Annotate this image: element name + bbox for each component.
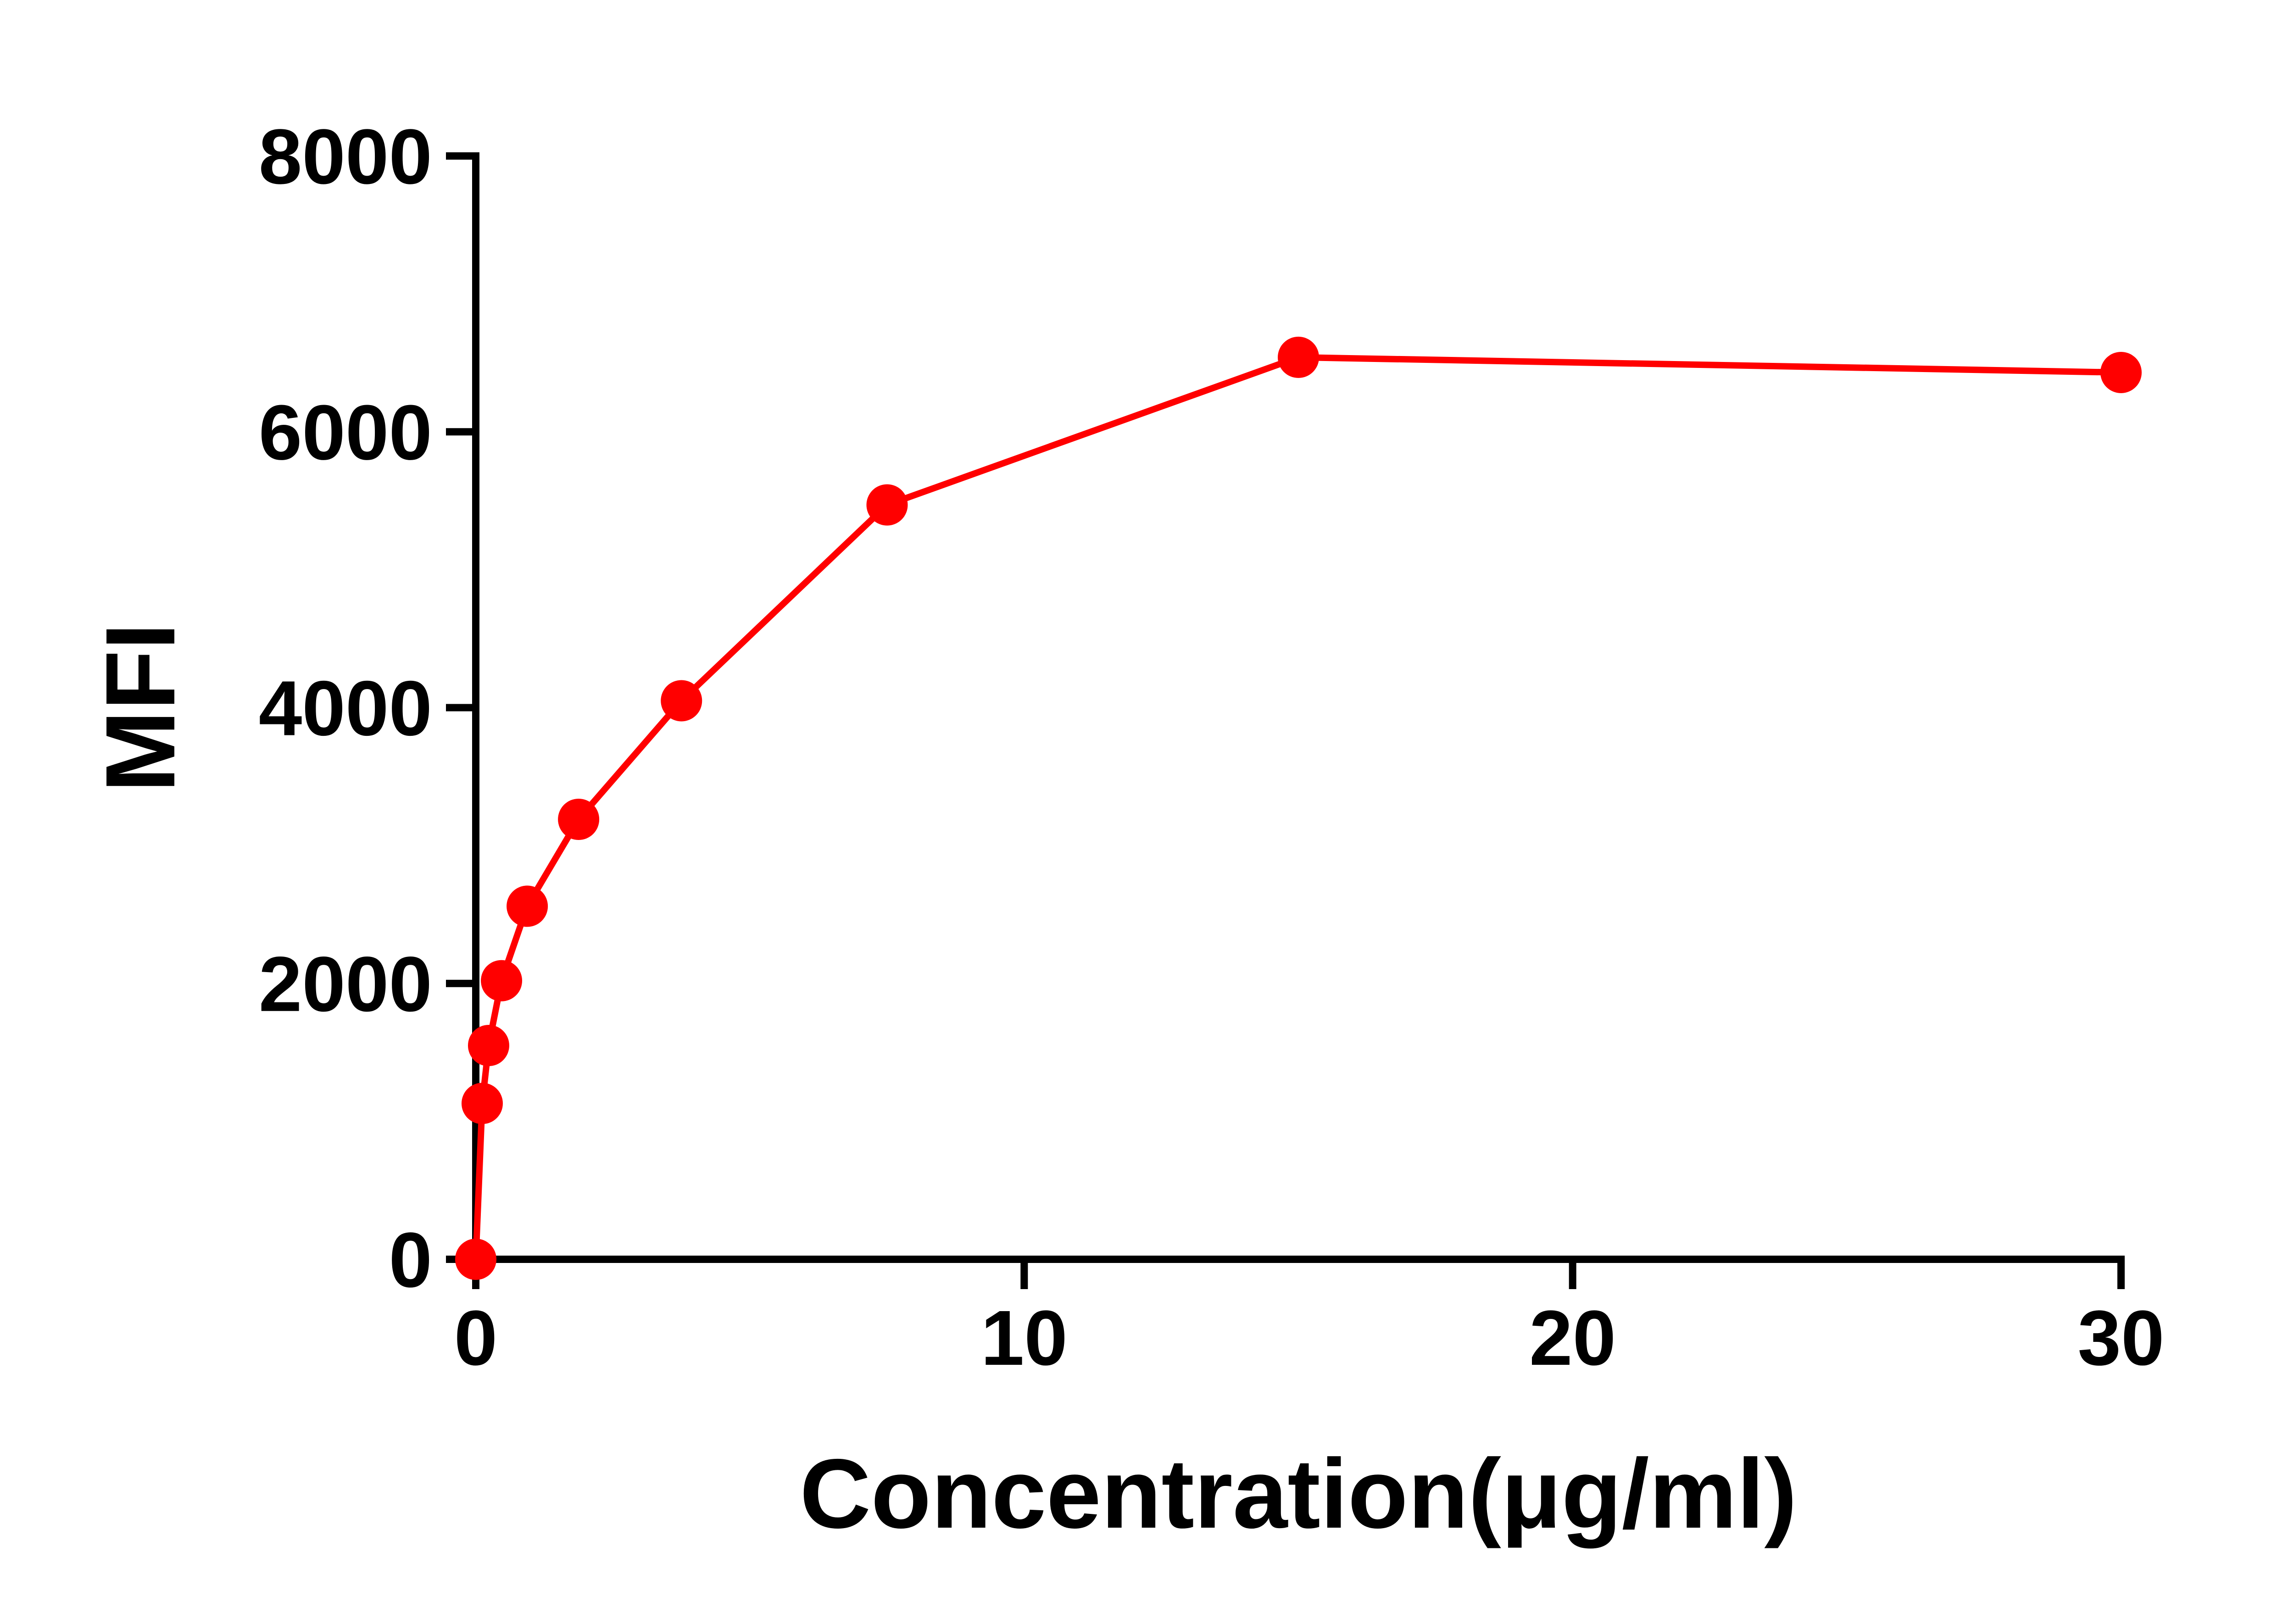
plot-area: 0 2000 4000 6000 8000 0 10 20 30 bbox=[259, 113, 2165, 1382]
x-axis-ticks: 0 10 20 30 bbox=[454, 1259, 2165, 1382]
y-axis-title: MFI bbox=[85, 623, 195, 792]
data-point bbox=[481, 960, 523, 1001]
data-point bbox=[2100, 351, 2142, 393]
data-point bbox=[468, 1025, 509, 1067]
y-tick-label: 4000 bbox=[259, 665, 432, 752]
x-tick-label: 20 bbox=[1529, 1295, 1616, 1382]
data-point bbox=[558, 799, 600, 840]
data-point bbox=[1278, 336, 1319, 378]
data-point bbox=[866, 484, 908, 526]
data-point bbox=[507, 885, 548, 927]
x-axis-title: Concentration(μg/ml) bbox=[800, 1438, 1797, 1549]
y-tick-label: 0 bbox=[389, 1217, 432, 1304]
x-tick-label: 0 bbox=[454, 1295, 498, 1382]
data-point bbox=[661, 680, 702, 722]
x-tick-label: 10 bbox=[981, 1295, 1068, 1382]
y-axis-ticks: 0 2000 4000 6000 8000 bbox=[259, 113, 476, 1304]
data-point bbox=[455, 1239, 496, 1280]
y-tick-label: 2000 bbox=[259, 941, 432, 1028]
y-tick-label: 6000 bbox=[259, 389, 432, 476]
series-layer bbox=[455, 336, 2142, 1280]
x-tick-label: 30 bbox=[2077, 1295, 2164, 1382]
series-line bbox=[473, 354, 2124, 1262]
data-point bbox=[461, 1083, 503, 1124]
y-tick-label: 8000 bbox=[259, 113, 432, 200]
